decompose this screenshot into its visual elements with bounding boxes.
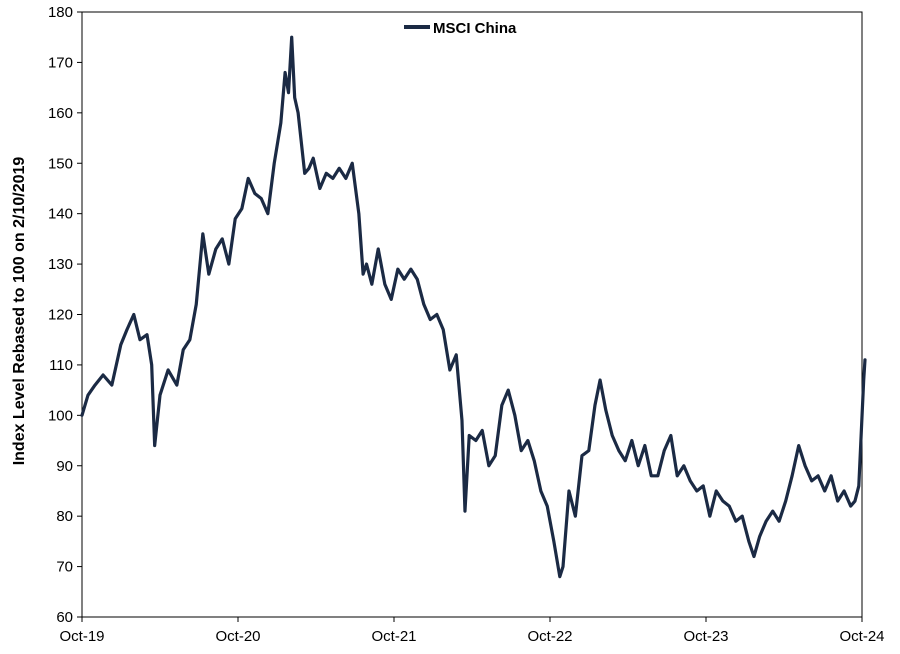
y-tick-label: 170 bbox=[48, 54, 73, 71]
x-tick-label: Oct-19 bbox=[59, 628, 104, 645]
y-axis: 60 70 80 90 100 110 120 130 140 150 160 170 180 bbox=[48, 4, 82, 626]
y-tick-label: 150 bbox=[48, 155, 73, 172]
legend-label: MSCI China bbox=[433, 20, 517, 37]
y-tick-label: 180 bbox=[48, 4, 73, 21]
x-tick-label: Oct-20 bbox=[215, 628, 260, 645]
y-tick-label: 80 bbox=[56, 508, 73, 525]
series-line-msci-china bbox=[80, 35, 867, 579]
legend: MSCI China bbox=[404, 20, 517, 37]
y-tick-label: 160 bbox=[48, 105, 73, 122]
x-tick-label: Oct-23 bbox=[683, 628, 728, 645]
y-tick-label: 90 bbox=[56, 458, 73, 475]
y-axis-title: Index Level Rebased to 100 on 2/10/2019 bbox=[11, 157, 28, 466]
y-tick-label: 110 bbox=[49, 357, 73, 374]
x-tick-label: Oct-24 bbox=[839, 628, 884, 645]
y-tick-label: 70 bbox=[56, 559, 73, 576]
x-axis: Oct-19 Oct-20 Oct-21 Oct-22 Oct-23 Oct-24 bbox=[59, 617, 885, 645]
y-tick-label: 130 bbox=[48, 256, 73, 273]
x-tick-label: Oct-22 bbox=[527, 628, 572, 645]
x-tick-label: Oct-21 bbox=[371, 628, 416, 645]
y-tick-label: 140 bbox=[48, 206, 73, 223]
y-tick-label: 120 bbox=[48, 307, 73, 324]
y-tick-label: 60 bbox=[56, 609, 73, 626]
y-tick-label: 100 bbox=[48, 407, 73, 424]
